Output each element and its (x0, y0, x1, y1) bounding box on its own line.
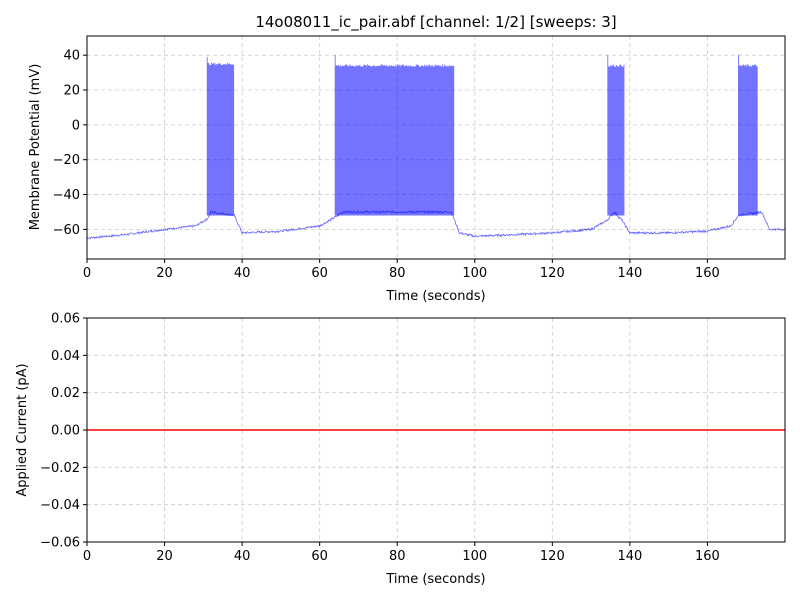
voltage-grid (86, 36, 785, 259)
voltage-x-tick-label: 20 (156, 266, 173, 281)
voltage-axes-frame (86, 35, 786, 260)
voltage-burst-2 (334, 55, 455, 216)
current-y-tick-label: 0.06 (51, 312, 80, 327)
voltage-burst-3 (607, 55, 625, 216)
current-x-tick-label: 100 (462, 549, 487, 564)
voltage-panel: 0 20 40 60 80 100 120 140 160 −60 −40 −20 0 20 40 Tim… (28, 35, 786, 304)
current-x-tick-label: 20 (156, 549, 173, 564)
voltage-y-tick-label: −20 (53, 153, 80, 168)
current-x-tick-label: 120 (540, 549, 565, 564)
voltage-burst-1 (206, 56, 235, 216)
current-y-tick-label: −0.06 (40, 536, 80, 551)
voltage-trace (86, 55, 785, 240)
voltage-x-tick-label: 100 (462, 266, 487, 281)
voltage-x-tick-label: 140 (617, 266, 642, 281)
current-x-ticks: 0 20 40 60 80 100 120 140 160 (83, 542, 720, 564)
voltage-x-tick-label: 60 (311, 266, 328, 281)
voltage-y-tick-label: 0 (72, 118, 80, 133)
current-x-tick-label: 140 (617, 549, 642, 564)
current-y-tick-label: −0.02 (40, 461, 80, 476)
current-y-tick-label: −0.04 (40, 498, 80, 513)
voltage-x-tick-label: 120 (540, 266, 565, 281)
current-panel: 0 20 40 60 80 100 120 140 160 −0.06 −0.04 −0.02 0.0… (15, 312, 786, 587)
voltage-y-tick-label: −60 (53, 223, 80, 238)
voltage-y-axis-label: Membrane Potential (mV) (28, 64, 43, 231)
current-y-tick-label: 0.04 (51, 349, 80, 364)
current-x-tick-label: 80 (389, 549, 406, 564)
current-y-tick-label: 0.00 (51, 424, 80, 439)
current-y-ticks: −0.06 −0.04 −0.02 0.00 0.02 0.04 0.06 (40, 312, 87, 551)
voltage-y-tick-label: 40 (63, 49, 80, 64)
current-x-tick-label: 160 (695, 549, 720, 564)
current-x-tick-label: 0 (83, 549, 91, 564)
current-x-tick-label: 60 (311, 549, 328, 564)
current-y-axis-label: Applied Current (pA) (15, 363, 30, 496)
voltage-x-tick-label: 160 (695, 266, 720, 281)
voltage-y-tick-label: −40 (53, 188, 80, 203)
voltage-x-ticks: 0 20 40 60 80 100 120 140 160 (83, 259, 720, 281)
current-x-tick-label: 40 (234, 549, 251, 564)
voltage-y-ticks: −60 −40 −20 0 20 40 (53, 49, 87, 238)
voltage-x-tick-label: 0 (83, 266, 91, 281)
voltage-burst-4 (738, 55, 758, 216)
voltage-x-tick-label: 80 (389, 266, 406, 281)
voltage-x-axis-label: Time (seconds) (385, 289, 485, 304)
current-x-axis-label: Time (seconds) (385, 572, 485, 587)
voltage-x-tick-label: 40 (234, 266, 251, 281)
current-y-tick-label: 0.02 (51, 386, 80, 401)
voltage-y-tick-label: 20 (63, 84, 80, 99)
chart-title: 14o08011_ic_pair.abf [channel: 1/2] [swe… (255, 13, 616, 32)
